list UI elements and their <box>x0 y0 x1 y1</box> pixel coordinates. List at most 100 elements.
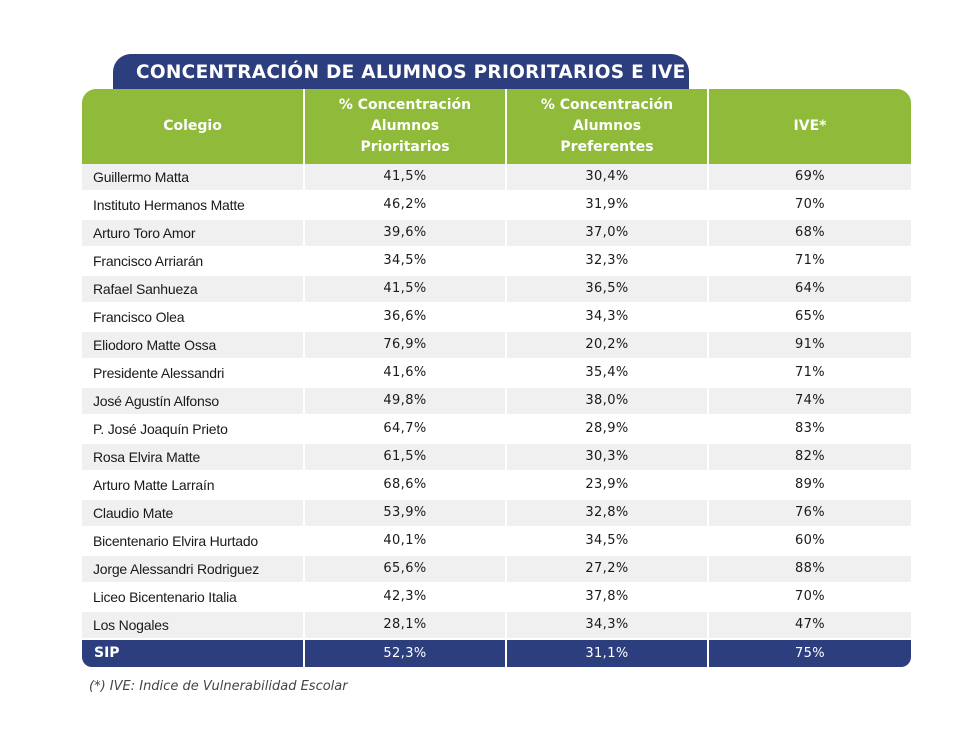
school-name: Eliodoro Matte Ossa <box>82 332 303 358</box>
header-divider <box>505 89 507 164</box>
total-divider <box>505 640 507 667</box>
ive-value: 65% <box>794 309 826 324</box>
table-row: Los Nogales 28,1% 34,3% 47% <box>82 612 911 640</box>
school-name: Rosa Elvira Matte <box>82 444 303 470</box>
school-name: José Agustín Alfonso <box>82 388 303 414</box>
prioritarios-value: 41,5% <box>305 276 505 302</box>
preferentes-value: 32,3% <box>585 253 629 268</box>
ive-value: 74% <box>709 388 911 414</box>
total-preferentes: 31,1% <box>585 646 629 661</box>
table-row: Liceo Bicentenario Italia 42,3% 37,8% 70% <box>82 584 911 612</box>
preferentes-value: 27,2% <box>507 556 707 582</box>
ive-value: 47% <box>709 612 911 638</box>
table-row: Instituto Hermanos Matte 46,2% 31,9% 70% <box>82 192 911 220</box>
school-name: Presidente Alessandri <box>93 365 225 381</box>
school-name: Guillermo Matta <box>82 164 303 190</box>
prioritarios-value: 61,5% <box>305 444 505 470</box>
total-divider <box>707 640 709 667</box>
school-name: Jorge Alessandri Rodriguez <box>82 556 303 582</box>
prioritarios-value: 39,6% <box>305 220 505 246</box>
table-row: Bicentenario Elvira Hurtado 40,1% 34,5% 60% <box>82 528 911 556</box>
prioritarios-value: 64,7% <box>383 421 427 436</box>
ive-value: 82% <box>709 444 911 470</box>
prioritarios-value: 42,3% <box>383 589 427 604</box>
preferentes-value: 30,4% <box>507 164 707 190</box>
ive-value: 76% <box>709 500 911 526</box>
table-row: Francisco Arriarán 34,5% 32,3% 71% <box>82 248 911 276</box>
preferentes-value: 23,9% <box>585 477 629 492</box>
table-title: CONCENTRACIÓN DE ALUMNOS PRIORITARIOS E … <box>136 62 686 83</box>
preferentes-value: 37,8% <box>585 589 629 604</box>
ive-value: 69% <box>709 164 911 190</box>
preferentes-value: 36,5% <box>507 276 707 302</box>
total-row: SIP 52,3% 31,1% 75% <box>82 640 911 667</box>
ive-value: 68% <box>709 220 911 246</box>
table-row: Eliodoro Matte Ossa 76,9% 20,2% 91% <box>82 332 911 360</box>
prioritarios-value: 34,5% <box>383 253 427 268</box>
preferentes-value: 34,3% <box>585 309 629 324</box>
ive-value: 89% <box>794 477 826 492</box>
school-name: Los Nogales <box>82 612 303 638</box>
header-divider <box>303 89 305 164</box>
title-tab <box>113 54 689 92</box>
table-row: Jorge Alessandri Rodriguez 65,6% 27,2% 88% <box>82 556 911 584</box>
preferentes-value: 31,9% <box>585 197 629 212</box>
prioritarios-value: 68,6% <box>383 477 427 492</box>
total-divider <box>303 640 305 667</box>
preferentes-value: 34,3% <box>507 612 707 638</box>
table-row: Presidente Alessandri 41,6% 35,4% 71% <box>82 360 911 388</box>
prioritarios-value: 36,6% <box>383 309 427 324</box>
school-name: Claudio Mate <box>82 500 303 526</box>
header-ive: IVE* <box>793 118 827 134</box>
school-name: Francisco Olea <box>93 309 185 325</box>
preferentes-value: 35,4% <box>585 365 629 380</box>
table-row: Claudio Mate 53,9% 32,8% 76% <box>82 500 911 528</box>
table-header: Colegio % Concentración Alumnos Priorita… <box>82 89 911 164</box>
header-divider <box>707 89 709 164</box>
ive-value: 60% <box>794 533 826 548</box>
prioritarios-value: 49,8% <box>305 388 505 414</box>
preferentes-value: 34,5% <box>585 533 629 548</box>
school-name: Arturo Toro Amor <box>82 220 303 246</box>
prioritarios-value: 76,9% <box>305 332 505 358</box>
school-name: Bicentenario Elvira Hurtado <box>93 533 259 549</box>
school-name: Francisco Arriarán <box>93 253 203 269</box>
table-row: P. José Joaquín Prieto 64,7% 28,9% 83% <box>82 416 911 444</box>
ive-value: 64% <box>709 276 911 302</box>
table-row: José Agustín Alfonso 49,8% 38,0% 74% <box>82 388 911 416</box>
preferentes-value: 38,0% <box>507 388 707 414</box>
preferentes-value: 32,8% <box>507 500 707 526</box>
school-name: Arturo Matte Larraín <box>93 477 215 493</box>
ive-value: 70% <box>794 589 826 604</box>
table-row: Rafael Sanhueza 41,5% 36,5% 64% <box>82 276 911 304</box>
ive-value: 91% <box>709 332 911 358</box>
table-body: Guillermo Matta 41,5% 30,4% 69% Instituto He… <box>82 164 911 640</box>
total-label: SIP <box>94 645 120 661</box>
header-colegio: Colegio <box>163 118 222 134</box>
school-name: Liceo Bicentenario Italia <box>93 589 237 605</box>
prioritarios-value: 41,6% <box>383 365 427 380</box>
ive-value: 71% <box>794 253 826 268</box>
preferentes-value: 37,0% <box>507 220 707 246</box>
ive-value: 71% <box>794 365 826 380</box>
prioritarios-value: 65,6% <box>305 556 505 582</box>
data-table: Colegio % Concentración Alumnos Priorita… <box>82 89 911 667</box>
total-ive: 75% <box>794 646 826 661</box>
table-row: Rosa Elvira Matte 61,5% 30,3% 82% <box>82 444 911 472</box>
ive-value: 88% <box>709 556 911 582</box>
preferentes-value: 30,3% <box>507 444 707 470</box>
table-row: Guillermo Matta 41,5% 30,4% 69% <box>82 164 911 192</box>
preferentes-value: 20,2% <box>507 332 707 358</box>
table-row: Francisco Olea 36,6% 34,3% 65% <box>82 304 911 332</box>
prioritarios-value: 40,1% <box>383 533 427 548</box>
prioritarios-value: 28,1% <box>305 612 505 638</box>
footnote: (*) IVE: Indice de Vulnerabilidad Escola… <box>89 679 348 694</box>
ive-value: 70% <box>794 197 826 212</box>
header-prioritarios: % Concentración Alumnos Prioritarios <box>338 97 472 155</box>
prioritarios-value: 41,5% <box>305 164 505 190</box>
school-name: Instituto Hermanos Matte <box>93 197 245 213</box>
total-prioritarios: 52,3% <box>383 646 427 661</box>
table-row: Arturo Toro Amor 39,6% 37,0% 68% <box>82 220 911 248</box>
header-preferentes: % Concentración Alumnos Preferentes <box>540 97 674 155</box>
school-name: Rafael Sanhueza <box>82 276 303 302</box>
